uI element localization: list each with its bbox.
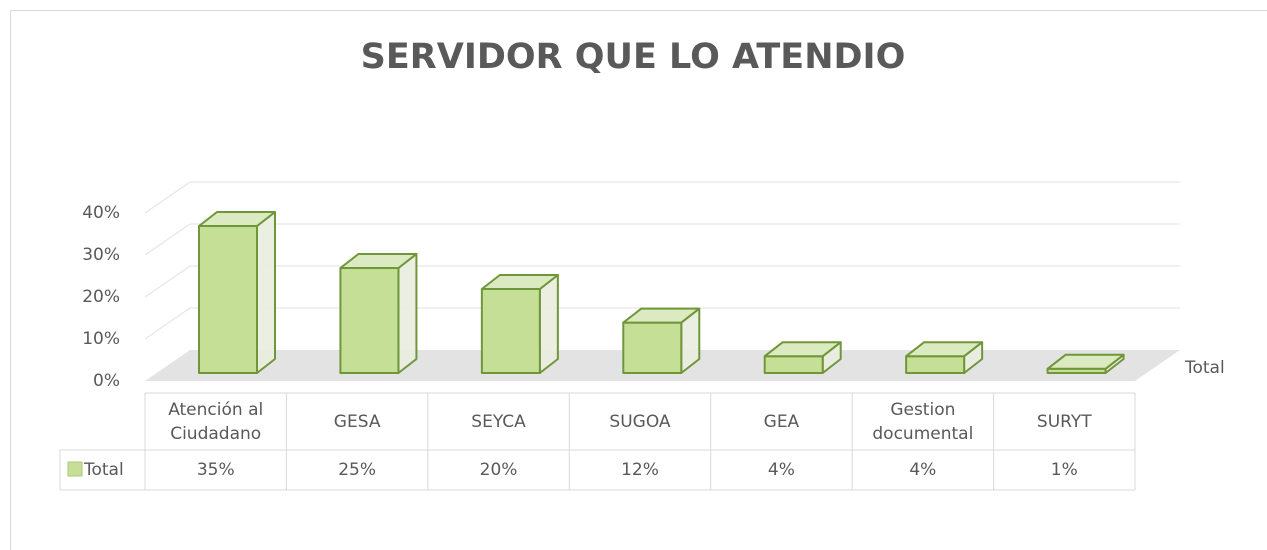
bar	[622, 321, 683, 375]
x-tick-label: GESA	[333, 411, 381, 432]
bar-side	[538, 274, 559, 374]
grid-line	[144, 181, 1180, 214]
bar-side	[256, 211, 276, 374]
y-tick-label: 10%	[82, 329, 120, 349]
grid-line	[144, 307, 1180, 340]
bar-top	[198, 211, 276, 227]
bar	[905, 355, 966, 375]
bar-top	[339, 253, 418, 269]
y-tick-label: 30%	[82, 245, 120, 265]
grid-line	[144, 265, 1180, 298]
bar-top	[905, 341, 984, 358]
x-tick-label: SUGOA	[609, 411, 671, 432]
bar	[339, 267, 400, 374]
data-table-value: 1%	[1050, 460, 1078, 480]
data-table-value: 12%	[621, 460, 659, 480]
data-table-value: 35%	[196, 460, 235, 480]
data-table-value: 4%	[909, 460, 937, 480]
y-tick-label: 20%	[82, 287, 120, 307]
bar-top	[763, 341, 842, 358]
bar	[763, 355, 824, 375]
legend-label: Total	[84, 460, 124, 480]
bar-top	[480, 274, 559, 290]
data-table-value: 20%	[479, 460, 518, 480]
chart-title: SERVIDOR QUE LO ATENDIO	[361, 37, 906, 77]
depth-axis-label: Total	[1184, 358, 1225, 378]
chart-border	[10, 10, 1267, 550]
bar-top	[1046, 353, 1125, 370]
y-tick-label: 0%	[93, 371, 120, 391]
x-tick-label: Gestion documental	[872, 399, 974, 444]
x-tick-label: SURYT	[1036, 411, 1092, 432]
bar-side	[397, 253, 418, 374]
x-tick-label: Atención al Ciudadano	[168, 399, 264, 444]
data-table-value: 4%	[767, 460, 795, 480]
grid-line	[144, 223, 1180, 256]
x-tick-label: SEYCA	[471, 411, 526, 432]
bar	[198, 225, 258, 374]
data-table-value: 25%	[338, 460, 377, 480]
y-tick-label: 40%	[82, 203, 120, 223]
bar	[480, 288, 541, 374]
bar-top	[622, 307, 701, 324]
legend-swatch	[67, 461, 83, 477]
x-tick-label: GEA	[763, 411, 800, 432]
